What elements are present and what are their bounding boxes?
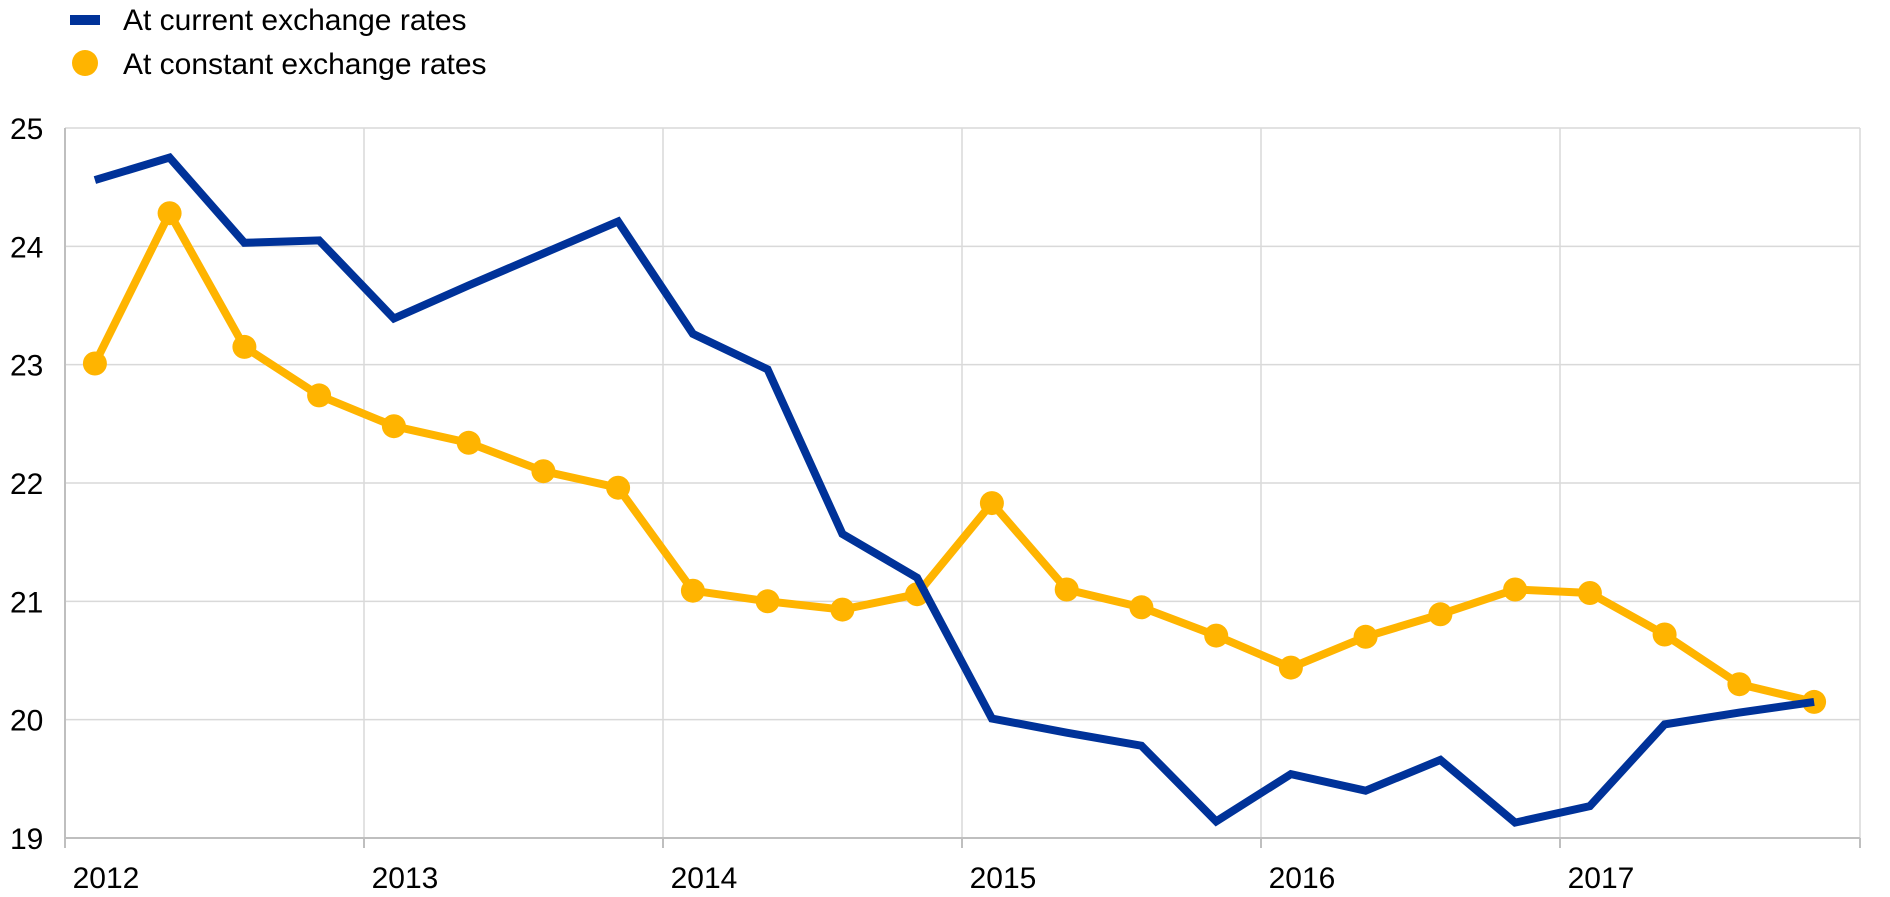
data-point-constant [1353, 624, 1378, 649]
data-point-constant [1204, 623, 1229, 648]
x-axis-tick-labels: 2012 2013 2014 2015 2016 2017 [73, 862, 1635, 895]
y-axis-tick-labels: 19 20 21 22 23 24 25 [10, 113, 43, 856]
data-point-constant [1503, 577, 1528, 602]
y-tick-label: 25 [10, 113, 43, 146]
legend-item-current: At current exchange rates [70, 4, 467, 37]
data-point-constant [1129, 595, 1154, 620]
y-tick-label: 20 [10, 705, 43, 738]
data-point-constant [680, 578, 705, 603]
legend-item-constant: At constant exchange rates [72, 48, 487, 81]
legend: At current exchange rates At constant ex… [70, 4, 487, 81]
x-tick-label: 2016 [1269, 862, 1336, 895]
data-point-constant [307, 383, 332, 408]
data-point-constant [830, 597, 855, 622]
series-line-constant [91, 204, 1816, 706]
data-point-constant [979, 491, 1004, 516]
data-point-constant [381, 414, 406, 439]
data-point-constant [755, 589, 780, 614]
y-tick-label: 24 [10, 231, 43, 264]
legend-swatch-constant [72, 50, 98, 76]
y-tick-label: 21 [10, 586, 43, 619]
x-tick-label: 2015 [970, 862, 1037, 895]
data-point-constant [157, 201, 182, 226]
legend-swatch-current [70, 15, 100, 25]
x-tick-label: 2012 [73, 862, 140, 895]
y-tick-label: 23 [10, 350, 43, 383]
data-point-constant [1652, 622, 1677, 647]
data-point-constant [456, 430, 481, 455]
series-line-current [93, 153, 1815, 827]
data-point-constant [1278, 655, 1303, 680]
data-point-constant [82, 351, 107, 376]
data-point-constant [232, 334, 257, 359]
y-tick-label: 19 [10, 823, 43, 856]
legend-label-current: At current exchange rates [123, 4, 467, 37]
axes [64, 128, 1861, 848]
data-point-constant [531, 459, 556, 484]
gridlines [65, 127, 1861, 838]
data-point-constant [606, 475, 631, 500]
x-tick-label: 2013 [372, 862, 439, 895]
data-point-constant [1727, 672, 1752, 697]
series-layer [82, 153, 1827, 827]
y-tick-label: 22 [10, 468, 43, 501]
data-point-constant [1577, 581, 1602, 605]
data-point-constant [1428, 602, 1453, 627]
x-tick-label: 2014 [671, 862, 738, 895]
x-tick-label: 2017 [1568, 862, 1635, 895]
data-point-constant [1054, 577, 1079, 602]
legend-label-constant: At constant exchange rates [123, 48, 487, 81]
